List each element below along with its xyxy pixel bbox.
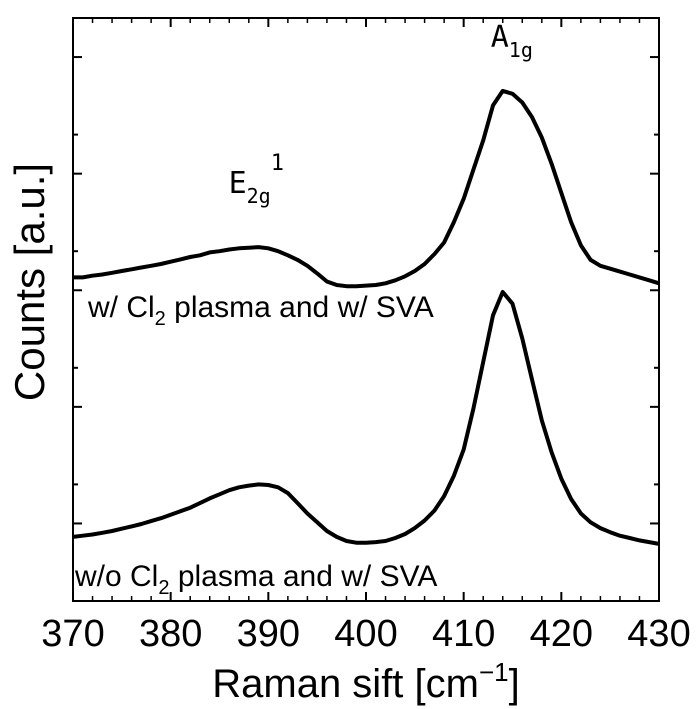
x-tick-label: 430: [627, 613, 690, 655]
x-tick-label: 420: [530, 613, 593, 655]
series-lines: [72, 88, 660, 546]
series-line-1: [72, 290, 660, 546]
series-label-0: w/ Cl2 plasma and w/ SVA: [87, 291, 434, 330]
series-label-1: w/o Cl2 plasma and w/ SVA: [74, 560, 437, 599]
x-tick-label: 410: [432, 613, 495, 655]
text-labels: w/ Cl2 plasma and w/ SVA w/o Cl2 plasma a…: [74, 20, 533, 599]
y-axis-label: Counts [a.u.]: [6, 163, 53, 401]
x-tick-label: 400: [334, 613, 397, 655]
x-axis-label: Raman sift [cm−1]: [212, 657, 520, 706]
x-tick-label: 370: [41, 613, 104, 655]
x-tick-label: 380: [139, 613, 202, 655]
axis-ticks: 370 380 390 400 410 420 430: [41, 18, 691, 655]
peak-label-0: E2g1: [229, 151, 284, 208]
peak-label-1: A1g: [491, 20, 533, 62]
x-tick-label: 390: [237, 613, 300, 655]
series-line-0: [73, 88, 660, 289]
